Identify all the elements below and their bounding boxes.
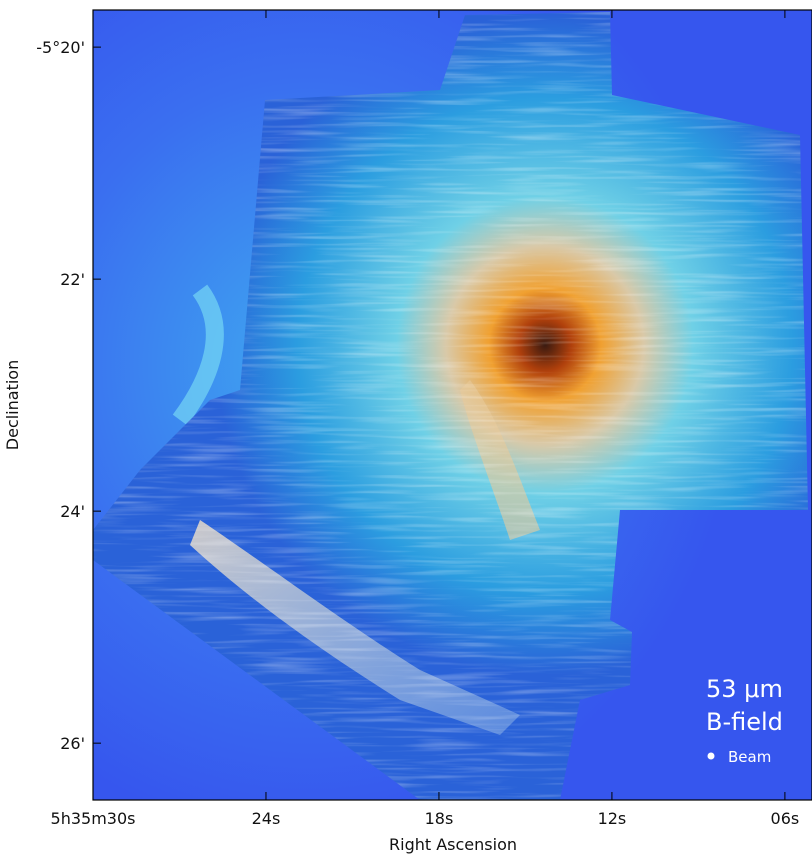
beam-marker: [708, 753, 715, 760]
y-tick-label: 26': [60, 734, 85, 753]
y-axis-label: Declination: [3, 360, 22, 450]
x-axis-label: Right Ascension: [389, 835, 517, 854]
annotation: 53 μm: [706, 675, 783, 703]
sky-image: 53 μm B-field Beam: [93, 10, 812, 800]
figure: 53 μm B-field Beam Right Ascension Decli…: [0, 0, 812, 855]
x-tick-label: 06s: [771, 809, 800, 828]
annotation: Beam: [728, 748, 771, 766]
y-tick-label: 22': [60, 270, 85, 289]
x-tick-label: 18s: [425, 809, 454, 828]
x-tick-label: 5h35m30s: [51, 809, 136, 828]
x-tick-label: 12s: [598, 809, 627, 828]
annotation: B-field: [706, 708, 783, 736]
y-tick-label: -5°20': [36, 38, 85, 57]
x-tick-label: 24s: [252, 809, 281, 828]
y-tick-label: 24': [60, 502, 85, 521]
